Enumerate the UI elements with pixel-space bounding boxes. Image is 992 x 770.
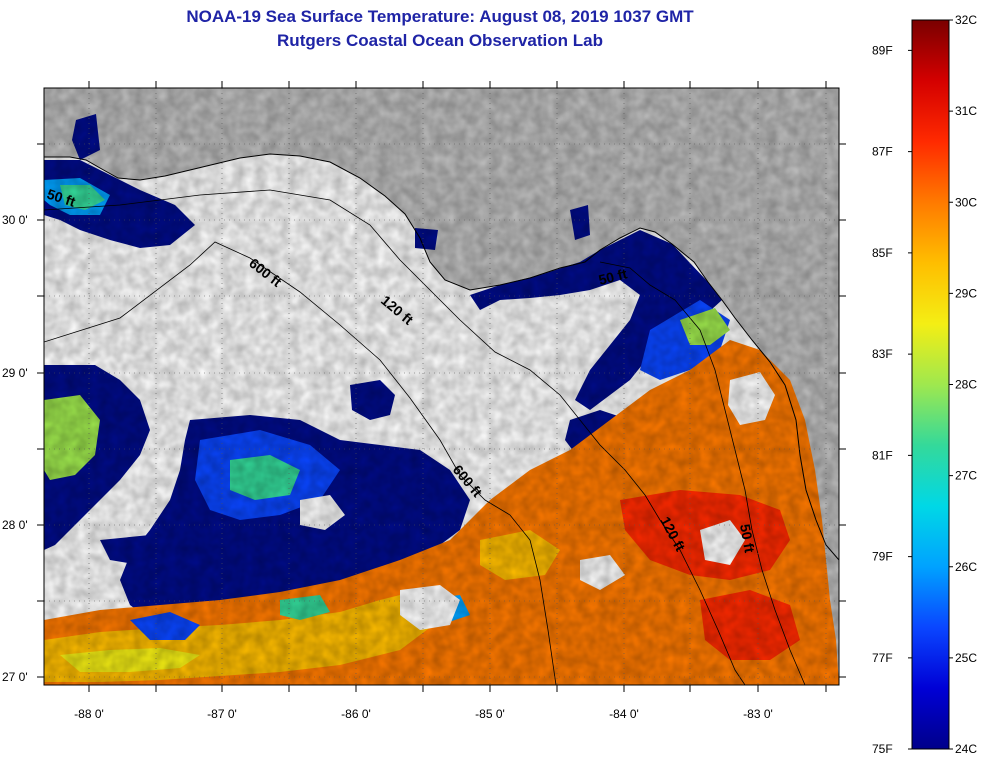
- colorbar-celsius-label: 26C: [955, 560, 977, 574]
- lat-tick-label: 29 0': [2, 366, 28, 380]
- colorbar-celsius-label: 29C: [955, 286, 977, 300]
- colorbar-fahrenheit-labels: 89F 87F 85F 83F 81F 79F 77F 75F: [872, 43, 893, 756]
- lon-tick-label: -86 0': [341, 707, 371, 721]
- latitude-labels: 30 0' 29 0' 28 0' 27 0': [2, 213, 28, 684]
- colorbar-scale: [911, 19, 950, 750]
- coastline: [44, 153, 839, 561]
- colorbar-celsius-label: 32C: [955, 13, 977, 27]
- longitude-labels: -88 0' -87 0' -86 0' -85 0' -84 0' -83 0…: [74, 707, 773, 721]
- lon-tick-label: -87 0': [207, 707, 237, 721]
- lat-tick-label: 28 0': [2, 518, 28, 532]
- colorbar-fahrenheit-label: 75F: [872, 742, 893, 756]
- colorbar-fahrenheit-label: 85F: [872, 246, 893, 260]
- map-frame: [43, 87, 840, 686]
- map-ticks: [37, 81, 846, 692]
- colorbar-celsius-label: 30C: [955, 195, 977, 209]
- colorbar-fahrenheit-label: 81F: [872, 448, 893, 462]
- colorbar-fahrenheit-label: 87F: [872, 145, 893, 159]
- colorbar: 32C 31C 30C 29C 28C 27C 26C 25C 24C 89F 87F 85F 83F…: [872, 13, 977, 756]
- colorbar-fahrenheit-label: 79F: [872, 550, 893, 564]
- colorbar-fahrenheit-label: 83F: [872, 347, 893, 361]
- colorbar-celsius-label: 24C: [955, 742, 977, 756]
- contour-label: 50 ft: [737, 523, 758, 554]
- colorbar-fahrenheit-label: 89F: [872, 43, 893, 57]
- contour-120ft: [44, 189, 746, 685]
- lon-tick-label: -84 0': [609, 707, 639, 721]
- contour-label: 50 ft: [597, 265, 629, 288]
- contour-50ft: [599, 261, 806, 685]
- colorbar-fahrenheit-label: 77F: [872, 651, 893, 665]
- colorbar-celsius-labels: 32C 31C 30C 29C 28C 27C 26C 25C 24C: [955, 13, 977, 756]
- colorbar-celsius-label: 31C: [955, 104, 977, 118]
- lat-tick-label: 27 0': [2, 670, 28, 684]
- colorbar-celsius-label: 27C: [955, 469, 977, 483]
- lat-tick-label: 30 0': [2, 213, 28, 227]
- lon-tick-label: -83 0': [743, 707, 773, 721]
- lon-tick-label: -85 0': [475, 707, 505, 721]
- texture-overlay: [44, 88, 839, 685]
- contour-600ft: [44, 241, 557, 685]
- bathymetry-contours: [44, 189, 806, 685]
- colorbar-celsius-label: 28C: [955, 378, 977, 392]
- map-panel: 50 ft 600 ft 120 ft 50 ft 600 ft 120 ft …: [44, 88, 839, 685]
- map-title: NOAA-19 Sea Surface Temperature: August …: [186, 7, 694, 26]
- map-subtitle: Rutgers Coastal Ocean Observation Lab: [277, 31, 603, 50]
- colorbar-celsius-label: 25C: [955, 651, 977, 665]
- colorbar-ticks: [908, 19, 953, 750]
- lon-tick-label: -88 0': [74, 707, 104, 721]
